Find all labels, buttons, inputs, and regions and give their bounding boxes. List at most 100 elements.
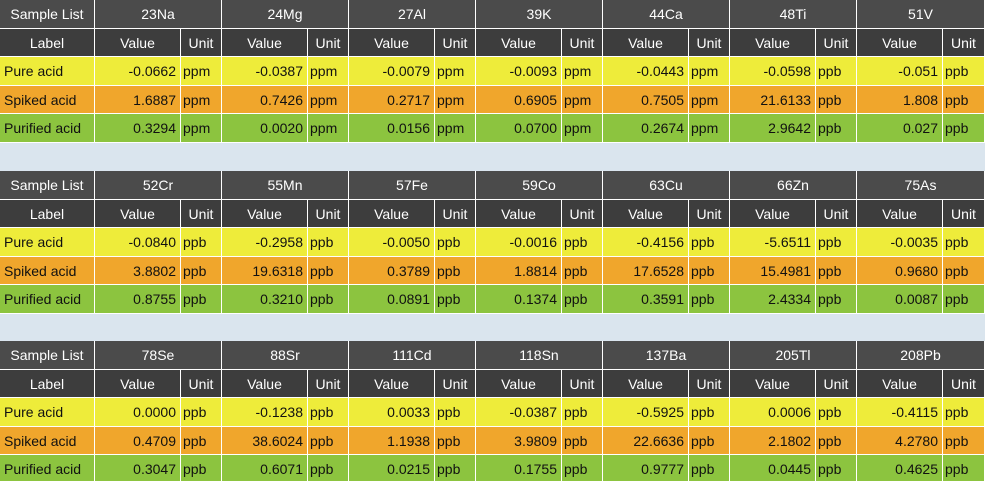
value-cell: 0.6071 <box>222 455 308 481</box>
value-cell: 0.3591 <box>603 285 689 314</box>
unit-cell: ppb <box>816 455 857 481</box>
sub-header: Unit <box>943 28 985 57</box>
value-cell: 0.9680 <box>857 256 943 285</box>
sub-header: Unit <box>435 369 476 398</box>
unit-cell: ppm <box>435 57 476 86</box>
sub-header: Unit <box>689 369 730 398</box>
sub-header: Unit <box>562 369 603 398</box>
value-cell: -0.0093 <box>476 57 562 86</box>
value-cell: 17.6528 <box>603 256 689 285</box>
value-cell: -0.2958 <box>222 228 308 257</box>
unit-cell: ppb <box>816 85 857 114</box>
unit-cell: ppb <box>689 228 730 257</box>
value-cell: -0.0840 <box>95 228 181 257</box>
unit-cell: ppb <box>308 426 349 455</box>
sub-header: Value <box>476 369 562 398</box>
value-cell: -0.4115 <box>857 398 943 427</box>
unit-cell: ppm <box>562 85 603 114</box>
unit-cell: ppb <box>689 285 730 314</box>
sub-header: Value <box>95 199 181 228</box>
value-cell: -0.0662 <box>95 57 181 86</box>
value-cell: 0.0215 <box>349 455 435 481</box>
value-cell: 19.6318 <box>222 256 308 285</box>
unit-cell: ppb <box>308 228 349 257</box>
column-header: 137Ba <box>603 341 730 370</box>
unit-cell: ppb <box>181 398 222 427</box>
sub-header: Value <box>603 369 689 398</box>
row-label: Spiked acid <box>0 85 95 114</box>
value-cell: 0.4709 <box>95 426 181 455</box>
sub-header: Unit <box>435 199 476 228</box>
unit-cell: ppb <box>562 285 603 314</box>
value-cell: 1.8814 <box>476 256 562 285</box>
unit-cell: ppb <box>435 285 476 314</box>
value-cell: 0.1755 <box>476 455 562 481</box>
unit-cell: ppb <box>689 455 730 481</box>
value-cell: 0.027 <box>857 114 943 143</box>
value-cell: 0.0700 <box>476 114 562 143</box>
unit-cell: ppm <box>435 114 476 143</box>
sub-header: Value <box>222 369 308 398</box>
column-header: 208Pb <box>857 341 985 370</box>
value-cell: 0.0000 <box>95 398 181 427</box>
unit-cell: ppm <box>181 114 222 143</box>
unit-cell: ppb <box>816 285 857 314</box>
sub-header: Value <box>476 28 562 57</box>
value-cell: 0.4625 <box>857 455 943 481</box>
value-cell: 22.6636 <box>603 426 689 455</box>
value-cell: 0.6905 <box>476 85 562 114</box>
row-label: Purified acid <box>0 114 95 143</box>
unit-cell: ppb <box>816 426 857 455</box>
column-header: Sample List <box>0 171 95 200</box>
column-header: 39K <box>476 0 603 29</box>
unit-cell: ppb <box>435 398 476 427</box>
sub-header: Unit <box>308 199 349 228</box>
sub-header: Value <box>603 28 689 57</box>
unit-cell: ppb <box>181 455 222 481</box>
sub-header: Label <box>0 199 95 228</box>
value-cell: -0.0079 <box>349 57 435 86</box>
unit-cell: ppm <box>435 85 476 114</box>
sub-header: Unit <box>181 369 222 398</box>
unit-cell: ppb <box>562 455 603 481</box>
unit-cell: ppm <box>181 85 222 114</box>
value-cell: -0.0016 <box>476 228 562 257</box>
sub-header: Unit <box>943 369 985 398</box>
unit-cell: ppb <box>435 455 476 481</box>
sub-header: Unit <box>689 199 730 228</box>
sub-header: Value <box>603 199 689 228</box>
value-cell: 0.0006 <box>730 398 816 427</box>
column-header: Sample List <box>0 341 95 370</box>
value-cell: -0.1238 <box>222 398 308 427</box>
value-cell: 0.3047 <box>95 455 181 481</box>
value-cell: 2.1802 <box>730 426 816 455</box>
unit-cell: ppb <box>308 455 349 481</box>
sub-header: Value <box>349 199 435 228</box>
sub-header: Unit <box>308 369 349 398</box>
unit-cell: ppb <box>816 398 857 427</box>
unit-cell: ppm <box>689 57 730 86</box>
sub-header: Unit <box>816 28 857 57</box>
value-cell: -0.0050 <box>349 228 435 257</box>
value-cell: 1.808 <box>857 85 943 114</box>
column-header: 78Se <box>95 341 222 370</box>
unit-cell: ppb <box>943 285 985 314</box>
sub-header: Unit <box>562 28 603 57</box>
row-label: Pure acid <box>0 398 95 427</box>
sub-header: Unit <box>689 28 730 57</box>
value-cell: -0.5925 <box>603 398 689 427</box>
sub-header: Value <box>857 369 943 398</box>
value-cell: 0.0087 <box>857 285 943 314</box>
column-header: 59Co <box>476 171 603 200</box>
value-cell: -5.6511 <box>730 228 816 257</box>
value-cell: -0.0387 <box>476 398 562 427</box>
value-cell: 38.6024 <box>222 426 308 455</box>
unit-cell: ppb <box>562 426 603 455</box>
unit-cell: ppm <box>308 114 349 143</box>
unit-cell: ppb <box>181 228 222 257</box>
unit-cell: ppb <box>943 256 985 285</box>
unit-cell: ppb <box>816 114 857 143</box>
value-cell: 2.9642 <box>730 114 816 143</box>
unit-cell: ppb <box>181 426 222 455</box>
unit-cell: ppb <box>562 398 603 427</box>
